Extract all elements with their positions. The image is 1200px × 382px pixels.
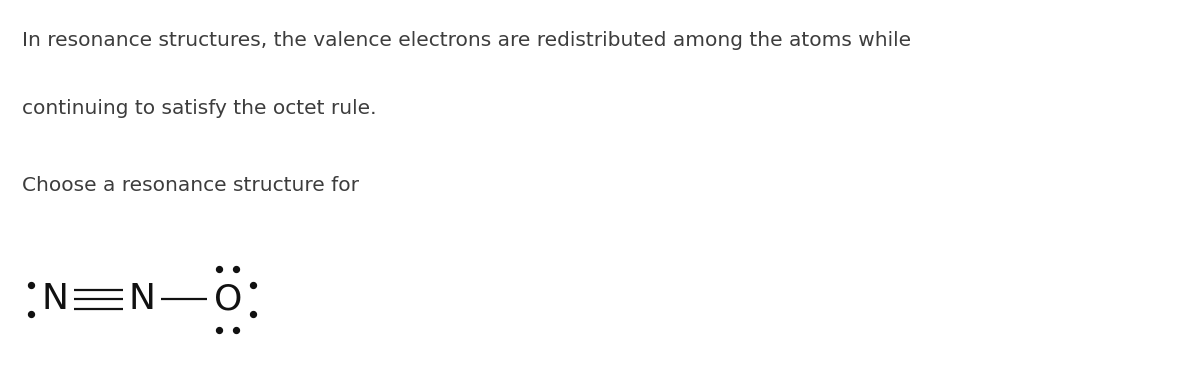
Text: N: N: [42, 282, 68, 316]
Point: [20, 311, 40, 317]
Text: N: N: [128, 282, 156, 316]
Point: [210, 266, 229, 272]
Point: [227, 327, 246, 333]
Point: [227, 266, 246, 272]
Point: [20, 282, 40, 288]
Point: [242, 311, 262, 317]
Text: O: O: [214, 282, 242, 316]
Point: [242, 282, 262, 288]
Point: [210, 327, 229, 333]
Text: continuing to satisfy the octet rule.: continuing to satisfy the octet rule.: [22, 99, 376, 118]
Text: Choose a resonance structure for: Choose a resonance structure for: [22, 176, 359, 195]
Text: In resonance structures, the valence electrons are redistributed among the atoms: In resonance structures, the valence ele…: [22, 31, 911, 50]
